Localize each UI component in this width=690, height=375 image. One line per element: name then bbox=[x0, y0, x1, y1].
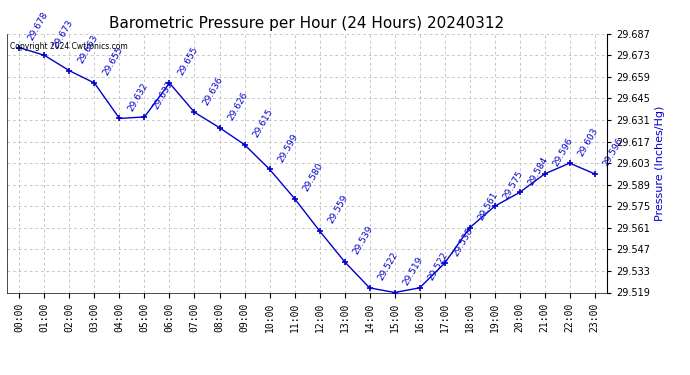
Text: 29.584: 29.584 bbox=[526, 155, 550, 187]
Text: 29.538: 29.538 bbox=[451, 226, 475, 258]
Text: 29.663: 29.663 bbox=[77, 33, 100, 65]
Text: 29.632: 29.632 bbox=[126, 81, 150, 113]
Text: 29.603: 29.603 bbox=[577, 126, 600, 158]
Text: 29.580: 29.580 bbox=[302, 161, 325, 193]
Text: 29.673: 29.673 bbox=[51, 18, 75, 50]
Text: 29.522: 29.522 bbox=[426, 251, 450, 282]
Text: 29.626: 29.626 bbox=[226, 90, 250, 122]
Y-axis label: Pressure (Inches/Hg): Pressure (Inches/Hg) bbox=[655, 105, 664, 221]
Text: 29.655: 29.655 bbox=[177, 46, 200, 78]
Text: 29.655: 29.655 bbox=[101, 46, 125, 78]
Text: 29.633: 29.633 bbox=[151, 80, 175, 111]
Text: 29.678: 29.678 bbox=[26, 10, 50, 42]
Text: 29.539: 29.539 bbox=[351, 224, 375, 256]
Text: 29.559: 29.559 bbox=[326, 194, 350, 225]
Text: 29.596: 29.596 bbox=[551, 136, 575, 168]
Text: 29.615: 29.615 bbox=[251, 107, 275, 139]
Text: 29.519: 29.519 bbox=[402, 255, 425, 287]
Text: 29.575: 29.575 bbox=[502, 169, 525, 201]
Text: 29.636: 29.636 bbox=[201, 75, 225, 107]
Text: 29.596: 29.596 bbox=[602, 136, 625, 168]
Text: 29.599: 29.599 bbox=[277, 132, 300, 164]
Text: Copyright 2024 Cwtronics.com: Copyright 2024 Cwtronics.com bbox=[10, 42, 128, 51]
Text: 29.561: 29.561 bbox=[477, 190, 500, 222]
Title: Barometric Pressure per Hour (24 Hours) 20240312: Barometric Pressure per Hour (24 Hours) … bbox=[110, 16, 504, 31]
Text: 29.522: 29.522 bbox=[377, 251, 400, 282]
